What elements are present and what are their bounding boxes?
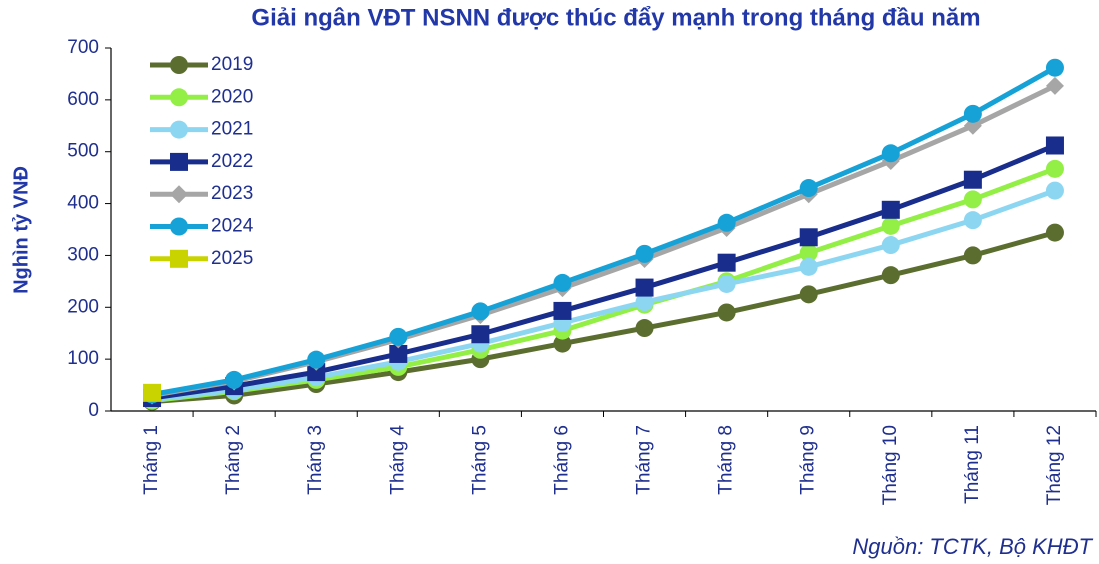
data-point <box>881 144 900 163</box>
data-point <box>963 190 982 209</box>
data-point <box>799 228 818 247</box>
legend-label: 2025 <box>211 248 253 269</box>
data-point <box>1045 58 1064 77</box>
data-point <box>1045 136 1064 155</box>
data-point <box>963 170 982 189</box>
series-line <box>151 83 1057 398</box>
legend-label: 2024 <box>211 216 254 237</box>
data-point <box>717 253 736 272</box>
y-tick-label: 600 <box>67 89 99 110</box>
x-tick-label: Tháng 8 <box>716 425 737 495</box>
data-point <box>553 334 572 353</box>
y-tick-label: 100 <box>67 348 99 369</box>
series-line <box>151 188 1056 403</box>
source: Nguồn: TCTK, Bộ KHĐT <box>852 534 1093 559</box>
x-tick-label: Tháng 1 <box>141 425 162 495</box>
x-tick-label: Tháng 4 <box>387 425 408 495</box>
x-tick-label: Tháng 7 <box>634 425 655 495</box>
data-point <box>307 363 326 382</box>
y-tick-label: 0 <box>88 400 99 421</box>
legend-label: 2020 <box>211 86 253 107</box>
x-tick-label: Tháng 12 <box>1044 425 1065 505</box>
data-point <box>1045 76 1064 95</box>
data-point <box>963 246 982 265</box>
legend-marker <box>170 152 188 171</box>
data-point <box>799 179 818 198</box>
y-tick-label: 400 <box>67 193 99 214</box>
data-point <box>717 274 736 293</box>
data-point <box>799 243 818 262</box>
y-tick-label: 300 <box>67 244 99 265</box>
data-point <box>225 370 244 389</box>
data-point <box>553 273 572 292</box>
legend-marker <box>170 217 188 236</box>
data-point <box>717 213 736 232</box>
data-point <box>881 266 900 285</box>
legend-marker <box>170 88 188 107</box>
data-point <box>471 302 490 321</box>
data-point <box>635 319 654 338</box>
data-point <box>307 350 326 369</box>
data-point <box>799 257 818 276</box>
legend-marker <box>170 56 188 74</box>
data-point <box>963 211 982 230</box>
data-point <box>1045 181 1064 200</box>
data-point <box>799 285 818 304</box>
data-point <box>471 325 490 344</box>
legend-label: 2019 <box>211 54 253 75</box>
series-line <box>151 143 1056 401</box>
data-point <box>881 236 900 255</box>
legend-marker <box>170 185 188 204</box>
x-tick-label: Tháng 11 <box>962 425 983 504</box>
legend-label: 2022 <box>211 151 253 172</box>
x-tick-label: Tháng 9 <box>798 425 819 495</box>
series-line <box>151 65 1057 397</box>
data-point <box>717 303 736 322</box>
x-tick-label: Tháng 6 <box>551 425 572 495</box>
data-point <box>635 244 654 263</box>
legend-marker <box>170 120 188 139</box>
legend-marker <box>170 249 188 268</box>
data-point <box>1045 159 1064 178</box>
data-point <box>1045 223 1064 242</box>
data-point <box>635 278 654 297</box>
x-tick-label: Tháng 10 <box>880 425 901 505</box>
y-tick-label: 500 <box>67 141 99 162</box>
legend-label: 2023 <box>211 183 253 204</box>
data-point <box>143 383 162 402</box>
data-point <box>881 200 900 219</box>
x-tick-label: Tháng 5 <box>469 425 490 495</box>
data-point <box>553 301 572 320</box>
y-axis-label: Nghìn tỷ VNĐ <box>10 166 32 294</box>
data-point <box>389 327 408 346</box>
data-point <box>389 344 408 363</box>
series-line <box>151 230 1056 405</box>
x-tick-label: Tháng 3 <box>305 425 326 495</box>
data-point <box>881 216 900 235</box>
data-point <box>635 293 654 312</box>
y-tick-label: 700 <box>67 37 99 58</box>
x-tick-label: Tháng 2 <box>223 425 244 495</box>
data-point <box>963 104 982 123</box>
chart-title: Giải ngân VĐT NSNN được thúc đẩy mạnh tr… <box>251 4 980 31</box>
y-tick-label: 200 <box>67 296 99 317</box>
legend-label: 2021 <box>211 119 253 140</box>
